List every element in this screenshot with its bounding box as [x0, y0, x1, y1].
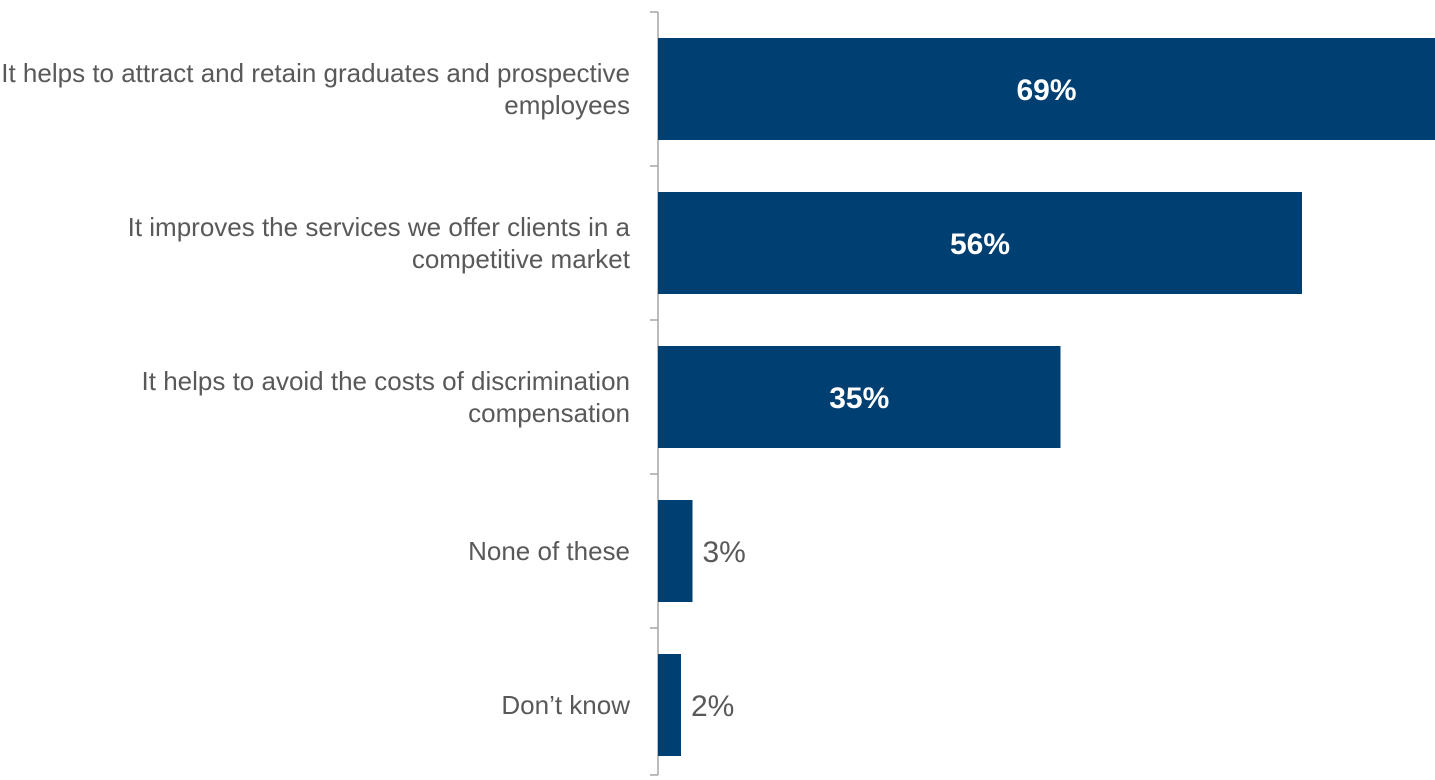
bar: [658, 500, 693, 602]
bar: [658, 654, 681, 756]
category-label: It helps to attract and retain graduates…: [1, 58, 630, 120]
value-label: 3%: [703, 536, 746, 569]
category-label: It helps to avoid the costs of discrimin…: [141, 366, 630, 428]
bar: [658, 38, 1435, 140]
value-label: 56%: [950, 228, 1010, 261]
bar: [658, 346, 1061, 448]
bar: [658, 192, 1302, 294]
category-label: None of these: [468, 536, 630, 566]
category-label: It improves the services we offer client…: [127, 212, 630, 274]
category-label: Don’t know: [501, 690, 630, 720]
value-label: 35%: [829, 382, 889, 415]
value-label: 69%: [1016, 74, 1076, 107]
value-label: 2%: [691, 690, 734, 723]
